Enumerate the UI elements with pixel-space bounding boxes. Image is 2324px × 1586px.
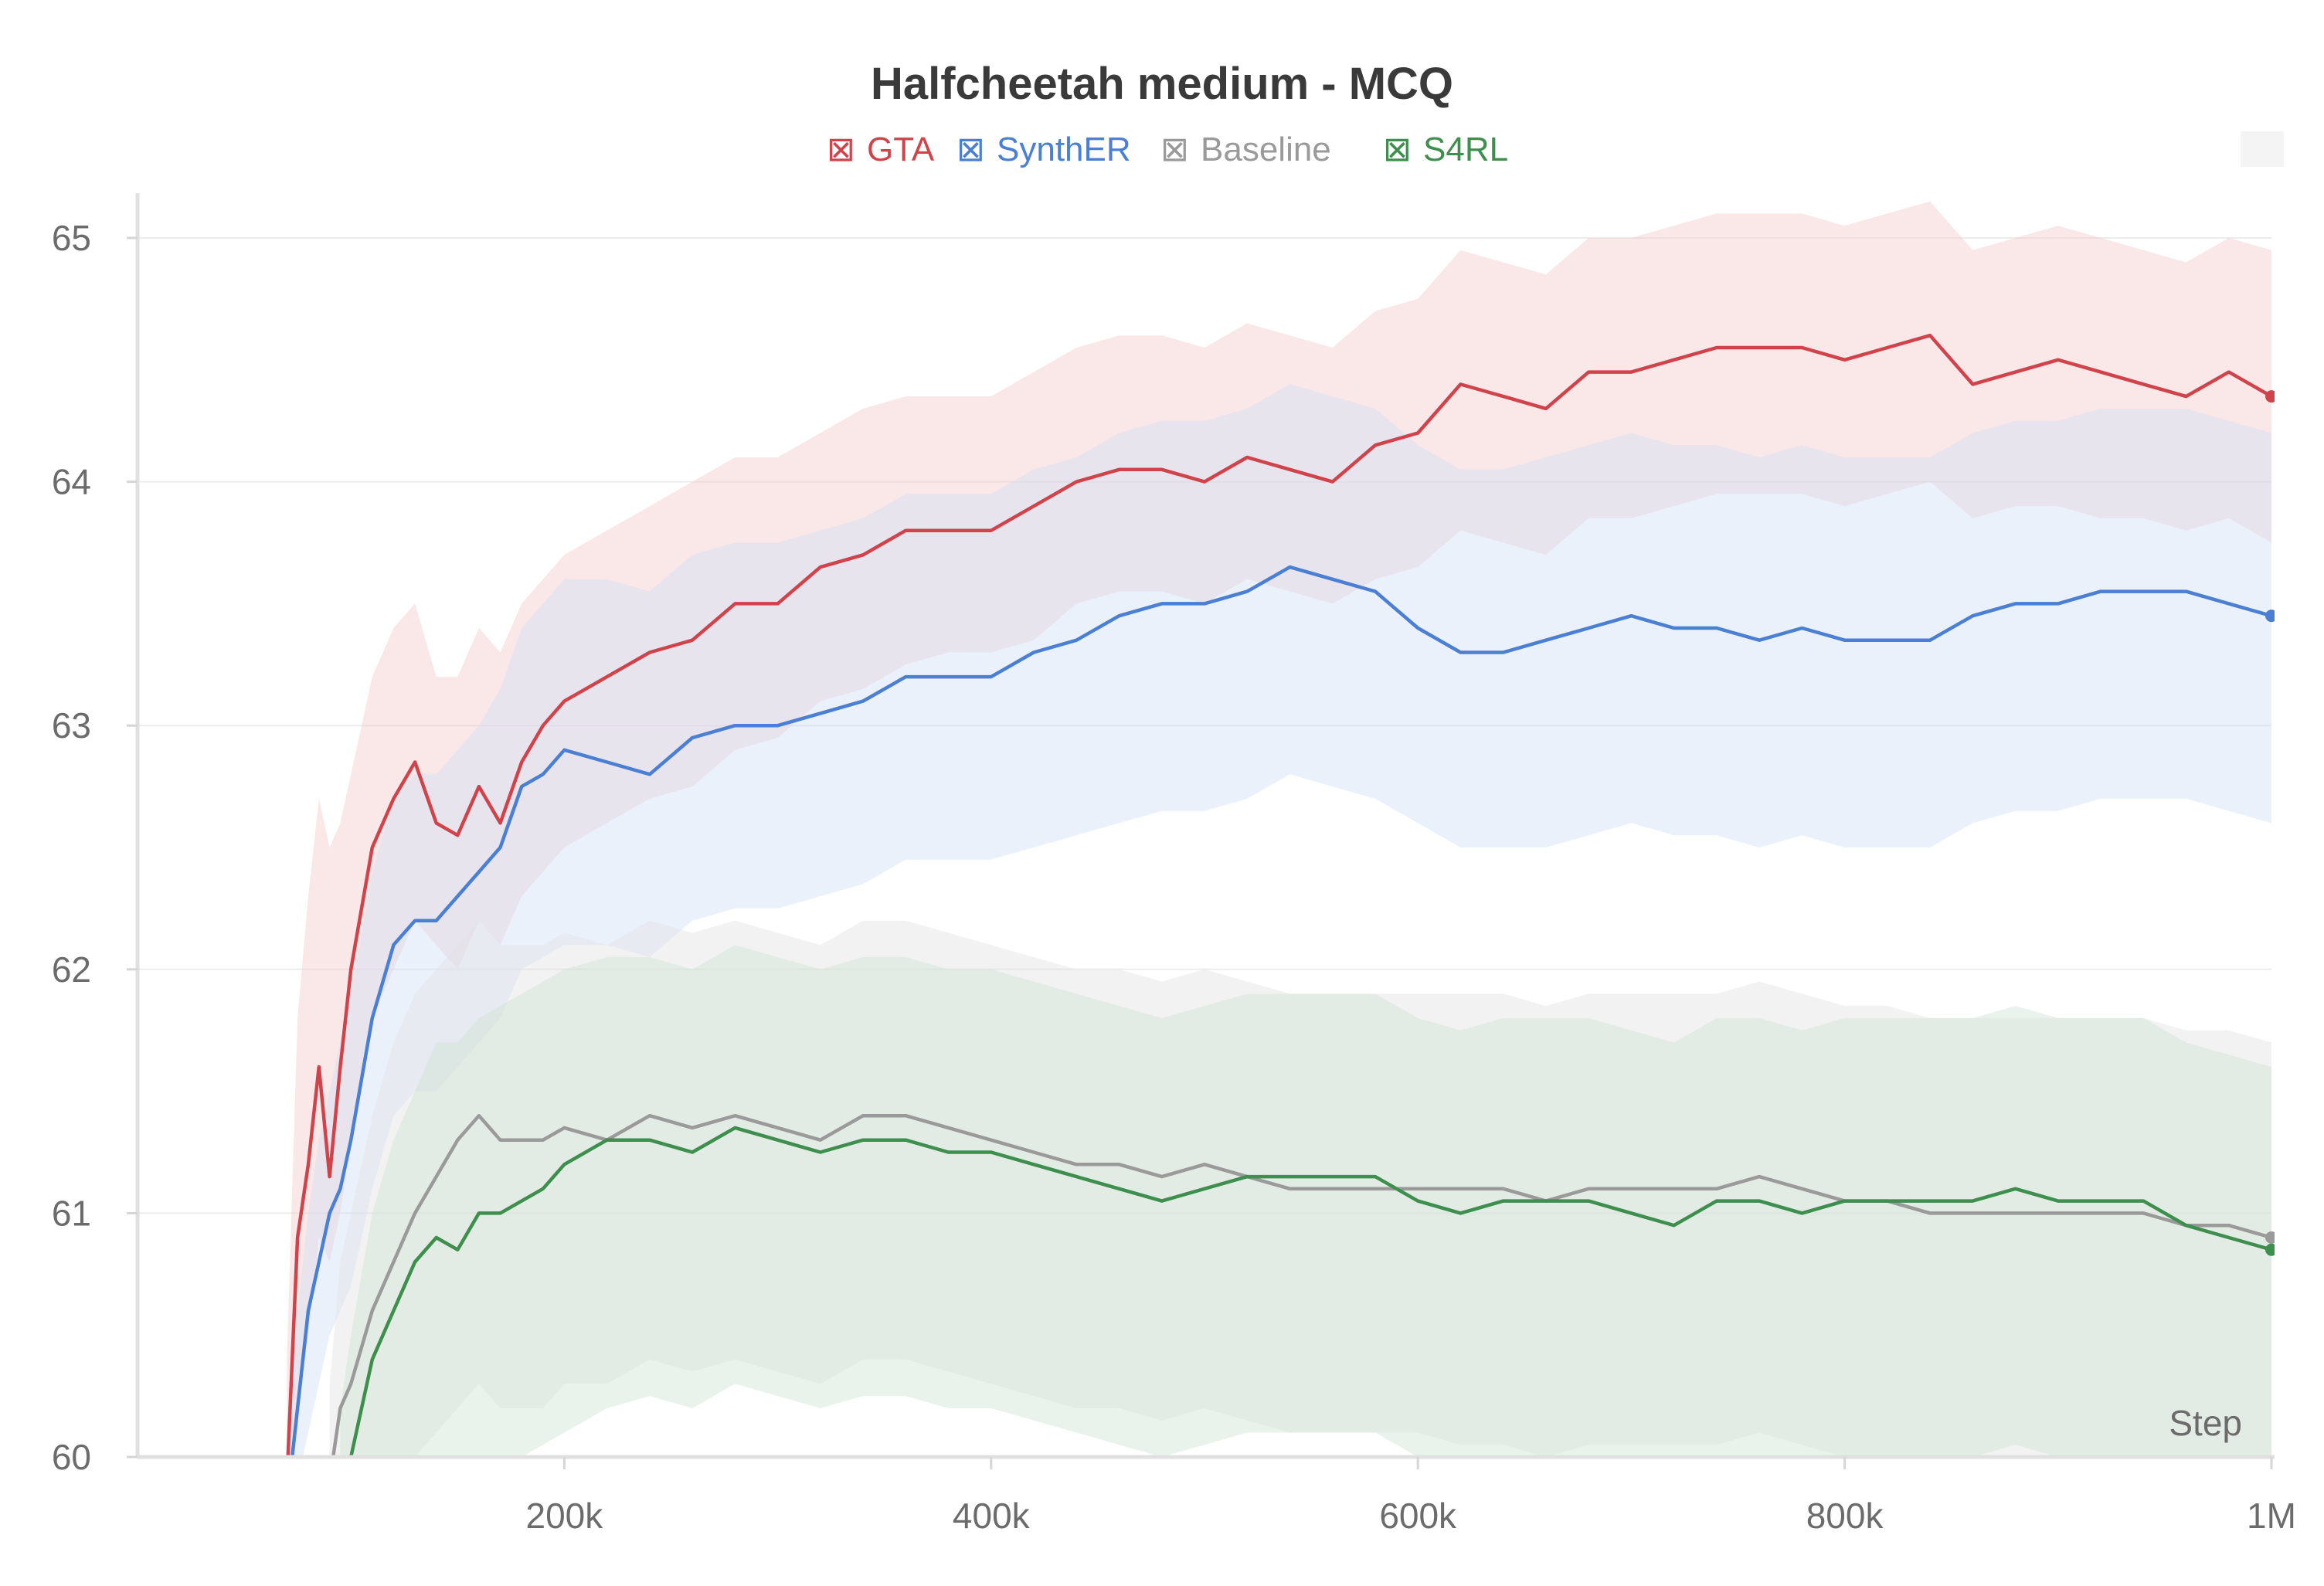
confidence-bands [287,201,2271,1457]
y-axis-ticks: 60 61 62 63 64 65 [52,218,138,1477]
gta-line [286,333,2273,1457]
x-tick-label: 400k [953,1496,1031,1536]
chart-title: Halfcheetah medium - MCQ [871,59,1453,109]
y-tick-label: 60 [52,1437,91,1477]
baseline-legend-marker[interactable]: ⊠ [1160,131,1189,168]
gta-legend-label[interactable]: GTA [867,131,935,168]
synther-band [287,384,2271,1457]
gta-end-marker [2265,390,2275,403]
y-tick-label: 61 [52,1193,91,1233]
s4rl-band [340,945,2271,1457]
synther-end-marker [2265,610,2275,623]
x-tick-label: 600k [1379,1496,1457,1536]
y-tick-label: 65 [52,218,91,258]
axes [135,193,2275,1459]
baseline-line [331,1113,2272,1457]
x-tick-label: 800k [1806,1496,1884,1536]
y-tick-label: 64 [52,462,91,502]
baseline-end-marker [2265,1231,2275,1244]
panel-control-button[interactable] [2241,131,2284,167]
baseline-legend-label[interactable]: Baseline [1201,131,1331,168]
y-tick-label: 63 [52,705,91,745]
s4rl-legend-marker[interactable]: ⊠ [1383,131,1412,168]
gta-band [287,201,2271,1457]
legend: ⊠ GTA ⊠ SynthER ⊠ Baseline ⊠ S4RL [827,131,1508,168]
gta-legend-marker[interactable]: ⊠ [827,131,855,168]
series-lines [286,333,2275,1457]
x-tick-label: 1M [2247,1496,2296,1536]
synther-legend-label[interactable]: SynthER [997,131,1131,168]
s4rl-legend-label[interactable]: S4RL [1423,131,1508,168]
synther-legend-marker[interactable]: ⊠ [956,131,985,168]
synther-line [290,565,2272,1457]
s4rl-line [348,1126,2272,1457]
x-tick-label: 200k [526,1496,604,1536]
x-axis-title: Step [2169,1403,2242,1443]
s4rl-end-marker [2265,1243,2275,1256]
x-axis-ticks: 200k 400k 600k 800k 1M [526,1457,2296,1536]
y-tick-label: 62 [52,949,91,990]
